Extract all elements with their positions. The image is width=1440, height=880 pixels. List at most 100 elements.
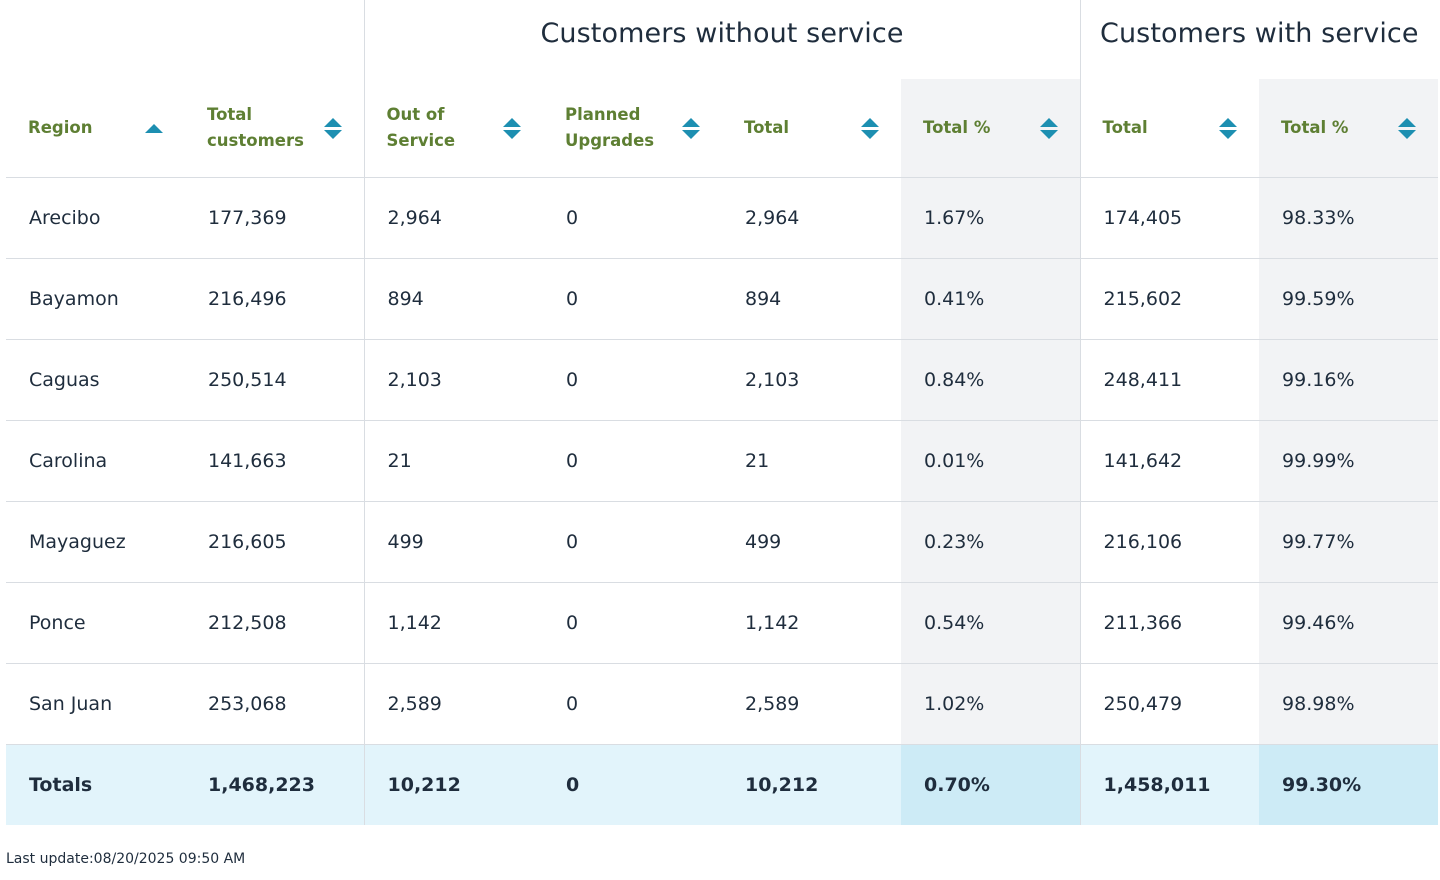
cell-with-total-pct: 98.98% — [1259, 663, 1439, 745]
column-header-label: Total % — [923, 118, 991, 137]
column-header-label: Total — [1102, 118, 1148, 137]
totals-row: Totals 1,468,223 10,212 0 10,212 0.70% 1,458,0… — [6, 744, 1439, 825]
cell-without-total: 1,142 — [722, 582, 901, 664]
cell-planned-upgrades: 0 — [543, 501, 722, 583]
column-header-label: Planned Upgrades — [565, 105, 655, 150]
cell-without-total-pct: 0.01% — [901, 420, 1081, 502]
cell-total-customers: 250,514 — [185, 339, 364, 421]
table-row: Ponce 212,508 1,142 0 1,142 0.54% 211,366 99.46… — [6, 582, 1439, 664]
sort-both-icon[interactable] — [503, 117, 521, 139]
cell-out-of-service: 21 — [363, 420, 543, 502]
cell-without-total: 499 — [722, 501, 901, 583]
cell-region: Carolina — [6, 420, 185, 502]
cell-with-total: 248,411 — [1079, 339, 1260, 421]
cell-region: Totals — [6, 744, 185, 825]
cell-without-total: 2,589 — [722, 663, 901, 745]
column-header-label: Region — [28, 118, 93, 137]
cell-planned-upgrades: 0 — [543, 258, 722, 340]
cell-out-of-service: 2,964 — [363, 177, 543, 259]
cell-without-total-pct: 1.02% — [901, 663, 1081, 745]
cell-planned-upgrades: 0 — [543, 177, 722, 259]
cell-without-total: 2,103 — [722, 339, 901, 421]
cell-with-total: 250,479 — [1079, 663, 1260, 745]
cell-planned-upgrades: 0 — [543, 744, 722, 825]
cell-without-total: 10,212 — [722, 744, 901, 825]
cell-out-of-service: 2,103 — [363, 339, 543, 421]
cell-total-customers: 253,068 — [185, 663, 364, 745]
column-header-total-customers[interactable]: Total customers — [185, 79, 364, 178]
table-row: Arecibo 177,369 2,964 0 2,964 1.67% 174,405 98.… — [6, 177, 1439, 259]
cell-region: Arecibo — [6, 177, 185, 259]
column-header-label: Total % — [1281, 118, 1349, 137]
group-spacer — [6, 0, 364, 79]
cell-out-of-service: 10,212 — [363, 744, 543, 825]
sort-both-icon[interactable] — [1039, 117, 1058, 139]
cell-without-total-pct: 0.41% — [901, 258, 1081, 340]
sort-both-icon[interactable] — [861, 117, 879, 139]
cell-total-customers: 177,369 — [185, 177, 364, 259]
column-header-out-of-service[interactable]: Out of Service — [363, 79, 543, 178]
table-row: Mayaguez 216,605 499 0 499 0.23% 216,106 99.77% — [6, 501, 1439, 583]
outage-summary: Customers without service Customers with… — [6, 0, 1439, 825]
sort-both-icon[interactable] — [323, 117, 342, 139]
cell-without-total-pct: 0.84% — [901, 339, 1081, 421]
group-header-without-service: Customers without service — [363, 0, 1081, 79]
cell-with-total: 215,602 — [1079, 258, 1260, 340]
cell-with-total-pct: 99.30% — [1259, 744, 1439, 825]
cell-with-total: 211,366 — [1079, 582, 1260, 664]
table-row: Bayamon 216,496 894 0 894 0.41% 215,602 99.59% — [6, 258, 1439, 340]
cell-total-customers: 212,508 — [185, 582, 364, 664]
sort-ascending-icon[interactable] — [145, 123, 163, 133]
cell-out-of-service: 894 — [363, 258, 543, 340]
cell-planned-upgrades: 0 — [543, 582, 722, 664]
cell-with-total: 174,405 — [1079, 177, 1260, 259]
sort-both-icon[interactable] — [1398, 117, 1417, 139]
table-body: Arecibo 177,369 2,964 0 2,964 1.67% 174,405 98.… — [6, 177, 1439, 825]
last-update-text: Last update:08/20/2025 09:50 AM — [6, 851, 246, 867]
column-header-label: Total customers — [207, 105, 304, 150]
table-row: Carolina 141,663 21 0 21 0.01% 141,642 99.99% — [6, 420, 1439, 502]
cell-with-total-pct: 99.46% — [1259, 582, 1439, 664]
cell-out-of-service: 499 — [363, 501, 543, 583]
cell-without-total: 894 — [722, 258, 901, 340]
cell-region: Caguas — [6, 339, 185, 421]
cell-planned-upgrades: 0 — [543, 663, 722, 745]
cell-out-of-service: 2,589 — [363, 663, 543, 745]
outage-table: Customers without service Customers with… — [6, 0, 1439, 825]
cell-without-total-pct: 0.23% — [901, 501, 1081, 583]
cell-without-total: 2,964 — [722, 177, 901, 259]
group-header-row: Customers without service Customers with… — [6, 0, 1439, 79]
cell-region: Bayamon — [6, 258, 185, 340]
cell-planned-upgrades: 0 — [543, 420, 722, 502]
cell-total-customers: 216,605 — [185, 501, 364, 583]
cell-region: San Juan — [6, 663, 185, 745]
column-header-without-total[interactable]: Total — [722, 79, 901, 178]
cell-with-total: 216,106 — [1079, 501, 1260, 583]
column-header-row: Region Total customers Out of Service Plann… — [6, 79, 1439, 178]
cell-total-customers: 216,496 — [185, 258, 364, 340]
cell-with-total-pct: 98.33% — [1259, 177, 1439, 259]
cell-without-total-pct: 1.67% — [901, 177, 1081, 259]
column-header-label: Total — [744, 118, 790, 137]
cell-without-total: 21 — [722, 420, 901, 502]
column-header-without-total-pct[interactable]: Total % — [901, 79, 1081, 178]
cell-region: Ponce — [6, 582, 185, 664]
sort-both-icon[interactable] — [1219, 117, 1238, 139]
column-header-with-total-pct[interactable]: Total % — [1259, 79, 1439, 178]
column-header-with-total[interactable]: Total — [1079, 79, 1260, 178]
cell-total-customers: 1,468,223 — [185, 744, 364, 825]
cell-planned-upgrades: 0 — [543, 339, 722, 421]
table-row: Caguas 250,514 2,103 0 2,103 0.84% 248,411 99.1… — [6, 339, 1439, 421]
sort-both-icon[interactable] — [682, 117, 700, 139]
table-row: San Juan 253,068 2,589 0 2,589 1.02% 250,479 98… — [6, 663, 1439, 745]
column-header-region[interactable]: Region — [6, 79, 185, 178]
cell-with-total-pct: 99.16% — [1259, 339, 1439, 421]
cell-with-total-pct: 99.99% — [1259, 420, 1439, 502]
cell-region: Mayaguez — [6, 501, 185, 583]
cell-with-total: 1,458,011 — [1079, 744, 1260, 825]
group-title-with-service: Customers with service — [1100, 18, 1419, 49]
cell-with-total-pct: 99.59% — [1259, 258, 1439, 340]
group-header-with-service: Customers with service — [1079, 0, 1439, 79]
cell-without-total-pct: 0.54% — [901, 582, 1081, 664]
column-header-planned-upgrades[interactable]: Planned Upgrades — [543, 79, 722, 178]
